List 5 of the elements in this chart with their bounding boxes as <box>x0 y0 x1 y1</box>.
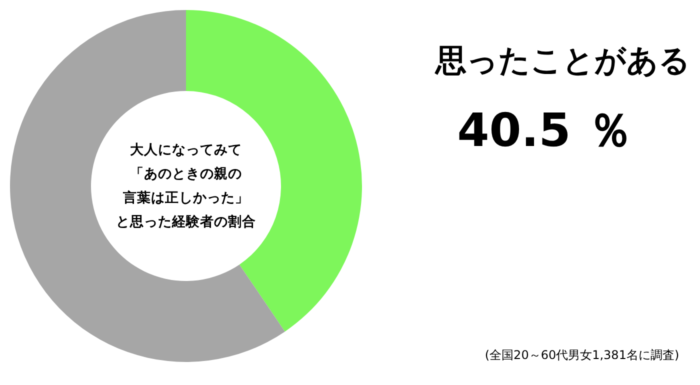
donut-slice <box>10 10 285 362</box>
data-label: 40.5 ％ <box>457 103 633 157</box>
text: 大人になってみて「あのときの親の言葉は正しかった」と思った経験者の割合 <box>116 142 256 230</box>
slice-label: 思ったことがある <box>434 43 690 79</box>
text: (全国20～60代男女1,381名に調査) <box>484 348 680 362</box>
